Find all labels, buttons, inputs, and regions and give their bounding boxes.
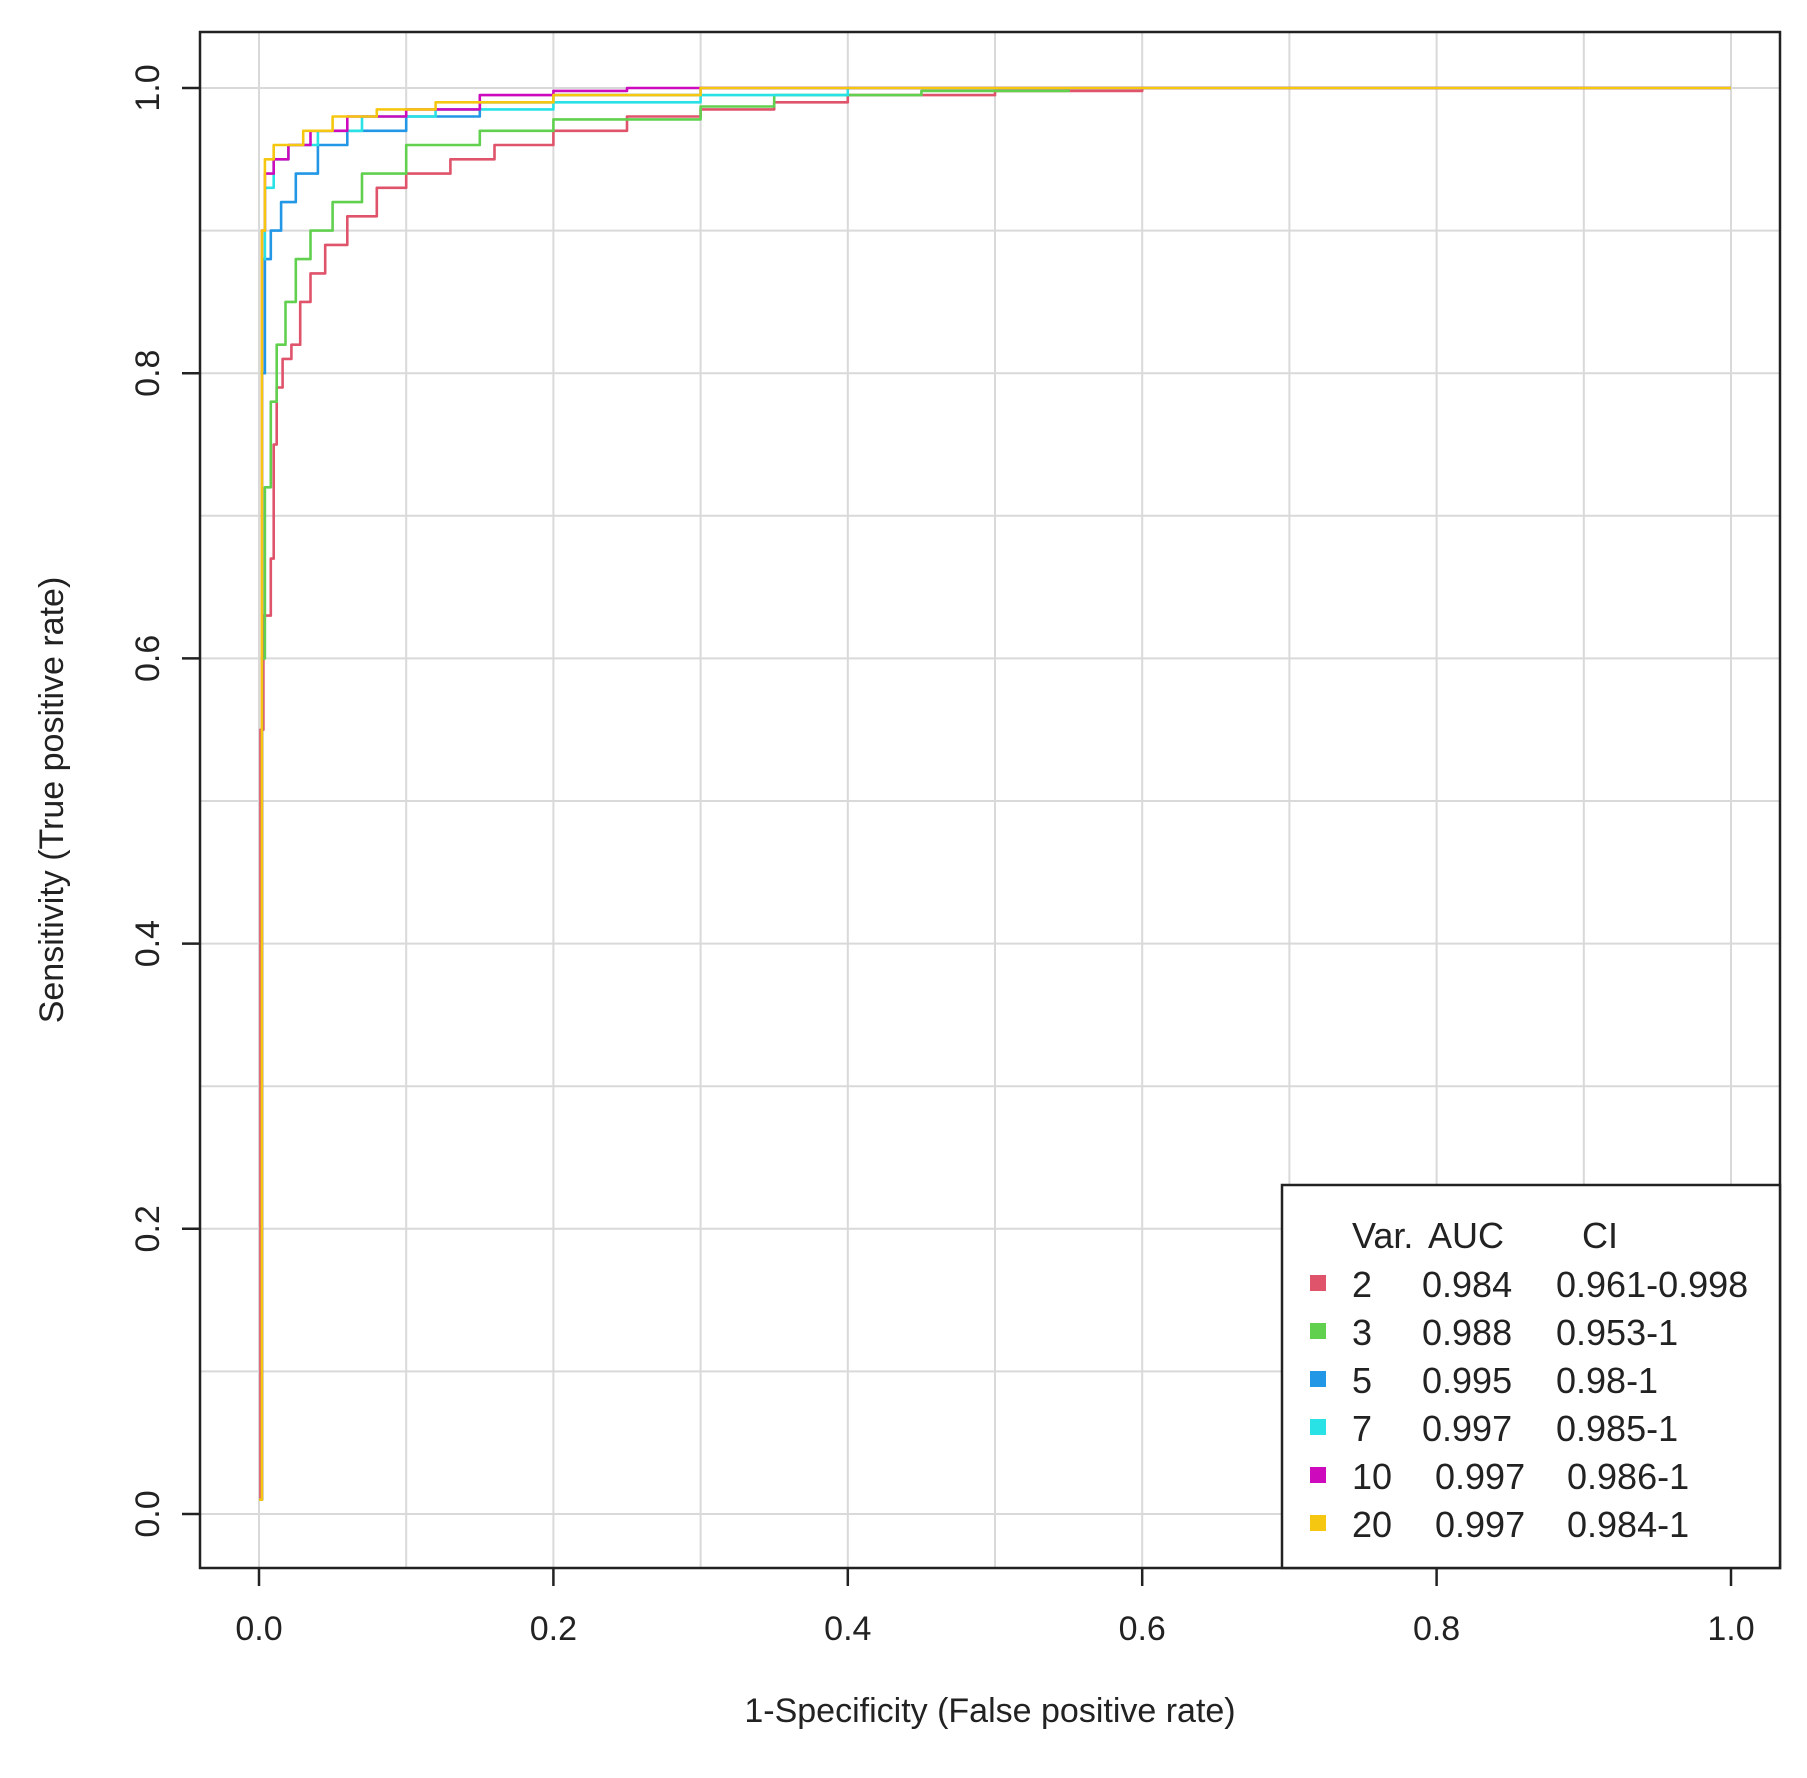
legend-entry-20: 20 0.997 0.984-1 <box>1310 1504 1689 1545</box>
x-axis: 0.0 0.2 0.4 0.6 0.8 1.0 <box>235 1568 1755 1648</box>
legend-entry-7: 7 0.997 0.985-1 <box>1310 1408 1678 1449</box>
legend-swatch <box>1310 1275 1326 1291</box>
y-axis-title: Sensitivity (True positive rate) <box>33 577 71 1024</box>
legend-auc: 0.995 <box>1422 1360 1512 1401</box>
x-tick-label: 0.2 <box>530 1610 577 1648</box>
legend-entry-10: 10 0.997 0.986-1 <box>1310 1456 1689 1497</box>
y-tick-label: 0.6 <box>129 635 167 682</box>
x-tick-label: 0.0 <box>235 1610 282 1648</box>
roc-curve-3 <box>259 86 1731 1501</box>
plot-frame <box>198 30 1782 1570</box>
legend-ci: 0.98-1 <box>1556 1360 1658 1401</box>
legend-swatch <box>1310 1371 1326 1387</box>
x-tick-label: 0.6 <box>1119 1610 1166 1648</box>
roc-curve-20 <box>259 86 1731 1501</box>
legend-auc: 0.988 <box>1422 1312 1512 1353</box>
x-tick-label: 0.4 <box>824 1610 871 1648</box>
legend-auc: 0.997 <box>1435 1456 1525 1497</box>
legend-var: 10 <box>1352 1456 1392 1497</box>
legend-var: 2 <box>1352 1264 1372 1305</box>
legend-ci: 0.985-1 <box>1556 1408 1678 1449</box>
legend-swatch <box>1310 1467 1326 1483</box>
legend-ci: 0.953-1 <box>1556 1312 1678 1353</box>
legend-header-auc: AUC <box>1428 1215 1504 1256</box>
legend-swatch <box>1310 1419 1326 1435</box>
y-tick-label: 0.8 <box>129 350 167 397</box>
legend-var: 3 <box>1352 1312 1372 1353</box>
legend-swatch <box>1310 1515 1326 1531</box>
x-tick-label: 1.0 <box>1707 1610 1754 1648</box>
legend-auc: 0.997 <box>1435 1504 1525 1545</box>
legend-box <box>1280 1183 1782 1570</box>
legend: Var. AUC CI 2 0.984 0.961-0.998 3 0.988 0.953… <box>1280 1183 1782 1570</box>
y-tick-label: 0.4 <box>129 920 167 967</box>
y-tick-label: 0.2 <box>129 1205 167 1252</box>
legend-swatch <box>1310 1323 1326 1339</box>
legend-entry-2: 2 0.984 0.961-0.998 <box>1310 1264 1748 1305</box>
legend-var: 7 <box>1352 1408 1372 1449</box>
legend-entries: 2 0.984 0.961-0.998 3 0.988 0.953-1 5 0.995 0.98… <box>1310 1264 1748 1545</box>
legend-entry-3: 3 0.988 0.953-1 <box>1310 1312 1678 1353</box>
legend-ci: 0.961-0.998 <box>1556 1264 1748 1305</box>
x-tick-label: 0.8 <box>1413 1610 1460 1648</box>
legend-header-var: Var. <box>1352 1215 1413 1256</box>
legend-auc: 0.984 <box>1422 1264 1512 1305</box>
y-tick-label: 0.0 <box>129 1490 167 1537</box>
legend-header-ci: CI <box>1582 1215 1618 1256</box>
legend-entry-5: 5 0.995 0.98-1 <box>1310 1360 1658 1401</box>
y-tick-label: 1.0 <box>129 64 167 111</box>
y-axis: 0.0 0.2 0.4 0.6 0.8 1.0 <box>129 64 200 1538</box>
legend-var: 20 <box>1352 1504 1392 1545</box>
roc-curves <box>259 86 1731 1501</box>
x-axis-title: 1-Specificity (False positive rate) <box>744 1692 1235 1730</box>
legend-ci: 0.986-1 <box>1567 1456 1689 1497</box>
legend-auc: 0.997 <box>1422 1408 1512 1449</box>
legend-ci: 0.984-1 <box>1567 1504 1689 1545</box>
legend-var: 5 <box>1352 1360 1372 1401</box>
